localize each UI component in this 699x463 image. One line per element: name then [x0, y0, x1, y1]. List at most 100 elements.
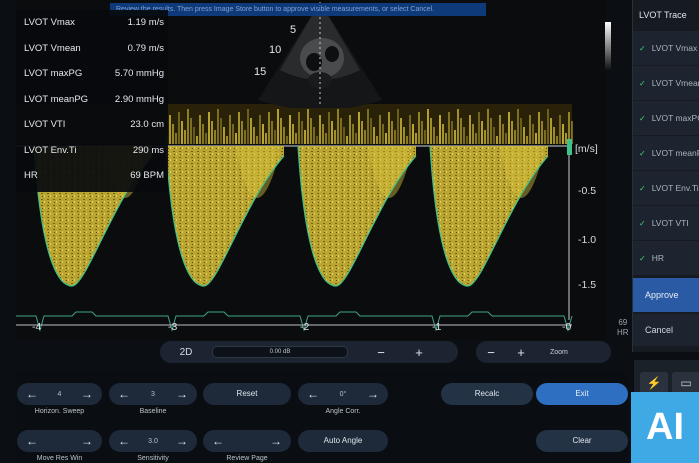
- arrow-left-icon[interactable]: ←: [118, 434, 130, 448]
- sensitivity-control: ← 3.0 →: [109, 430, 197, 452]
- measurement-value: 69 BPM: [130, 170, 164, 182]
- increase-button[interactable]: +: [415, 344, 423, 360]
- arrow-left-icon[interactable]: ←: [26, 434, 38, 448]
- spectral-noise-column: [310, 118, 312, 144]
- spectral-noise-column: [178, 112, 180, 144]
- spectral-noise-column: [520, 118, 522, 144]
- angle-corr-caption: Angle Corr.: [325, 408, 361, 415]
- arrow-right-icon[interactable]: →: [176, 387, 188, 401]
- result-item[interactable]: ✓ LVOT Env.Ti: [633, 171, 699, 205]
- auto-angle-button[interactable]: Auto Angle: [298, 430, 388, 452]
- result-item[interactable]: ✓ LVOT VTI: [633, 206, 699, 240]
- arrow-right-icon[interactable]: →: [270, 434, 282, 448]
- spectral-noise-column: [223, 127, 225, 144]
- result-item[interactable]: ✓ LVOT Vmean: [633, 66, 699, 100]
- spectral-noise-column: [334, 130, 336, 144]
- spectral-noise-column: [481, 121, 483, 144]
- measurement-label: LVOT maxPG: [24, 68, 83, 80]
- measurement-label: LVOT Env.Ti: [24, 144, 77, 156]
- spectral-noise-column: [241, 121, 243, 144]
- spectral-noise-column: [406, 136, 408, 144]
- measurement-label: LVOT Vmean: [24, 42, 81, 54]
- recalc-button[interactable]: Recalc: [441, 383, 533, 405]
- measurement-row: LVOT Vmean 0.79 m/s: [16, 36, 168, 62]
- arrow-left-icon[interactable]: ←: [118, 387, 130, 401]
- review-page-control: ← →: [203, 430, 291, 452]
- spectral-noise-column: [469, 115, 471, 144]
- panel-title: LVOT Trace: [639, 10, 687, 20]
- measurement-value: 290 ms: [132, 144, 164, 156]
- spectral-noise-column: [526, 136, 528, 144]
- sensitivity-value: 3.0: [148, 437, 158, 445]
- spectral-noise-column: [295, 133, 297, 144]
- spectral-noise-column: [541, 121, 543, 144]
- measurement-value: 23.0 cm: [130, 119, 164, 131]
- arrow-right-icon[interactable]: →: [81, 434, 93, 448]
- exit-button[interactable]: Exit: [536, 383, 628, 405]
- arrow-left-icon[interactable]: ←: [212, 434, 224, 448]
- spectral-noise-column: [427, 109, 429, 144]
- reset-button[interactable]: Reset: [203, 383, 291, 405]
- spectral-noise-column: [259, 115, 261, 144]
- spectral-noise-column: [373, 127, 375, 144]
- baseline-control: ← 3 →: [109, 383, 197, 405]
- spectral-noise-column: [430, 118, 432, 144]
- hr-label: HR: [617, 328, 629, 337]
- spectral-noise-column: [175, 133, 177, 144]
- spectral-noise-column: [274, 130, 276, 144]
- spectral-noise-column: [508, 112, 510, 144]
- lightning-icon[interactable]: ⚡: [640, 372, 668, 394]
- spectral-noise-column: [271, 121, 273, 144]
- check-icon: ✓: [639, 113, 646, 123]
- spectral-noise-column: [184, 130, 186, 144]
- result-item-label: LVOT Vmax: [651, 43, 698, 53]
- spectral-noise-column: [517, 109, 519, 144]
- arrow-right-icon[interactable]: →: [175, 434, 188, 448]
- result-item[interactable]: ✓ LVOT maxPG: [633, 101, 699, 135]
- spectral-noise-column: [547, 109, 549, 144]
- mode-label[interactable]: 2D: [179, 346, 193, 358]
- spectral-noise-column: [463, 127, 465, 144]
- spectral-noise-column: [562, 124, 564, 144]
- depth-label: 15: [254, 66, 267, 78]
- spectral-noise-column: [523, 127, 525, 144]
- arrow-left-icon[interactable]: ←: [26, 387, 38, 401]
- approve-button[interactable]: Approve: [633, 278, 699, 312]
- spectral-noise-column: [304, 130, 306, 144]
- cancel-button[interactable]: Cancel: [633, 314, 699, 346]
- baseline-marker[interactable]: [567, 139, 572, 155]
- spectral-noise-column: [301, 121, 303, 144]
- arrow-right-icon[interactable]: →: [81, 387, 93, 401]
- measurement-row: LVOT VTI 23.0 cm: [16, 112, 168, 138]
- zoom-in-button[interactable]: +: [517, 344, 525, 360]
- spectral-noise-column: [232, 124, 234, 144]
- trace-results-panel: LVOT Trace ✓ LVOT Vmax ✓ LVOT Vmean ✓ LVOT …: [632, 0, 699, 352]
- time-tick-label: -3: [168, 321, 178, 333]
- spectral-noise-column: [214, 130, 216, 144]
- echo-2d-inset: [258, 2, 382, 108]
- result-item[interactable]: ✓ LVOT Vmax: [633, 31, 699, 65]
- spectral-noise-column: [418, 112, 420, 144]
- spectral-noise-column: [550, 118, 552, 144]
- result-item[interactable]: ✓ HR: [633, 241, 699, 275]
- spectral-noise-column: [556, 136, 558, 144]
- arrow-left-icon[interactable]: ←: [307, 387, 319, 401]
- review-page-caption: Review Page: [226, 455, 268, 462]
- instruction-hint: Review the results. Then press Image Sto…: [110, 3, 486, 16]
- clear-button[interactable]: Clear: [536, 430, 628, 452]
- spectral-noise-column: [394, 130, 396, 144]
- zoom-out-button[interactable]: −: [487, 344, 495, 360]
- gain-slider[interactable]: 0.00 dB: [212, 346, 348, 358]
- decrease-button[interactable]: −: [377, 344, 385, 360]
- check-icon: ✓: [639, 253, 646, 263]
- arrow-right-icon[interactable]: →: [366, 387, 379, 401]
- spectral-noise-column: [358, 112, 360, 144]
- depth-label: 5: [290, 24, 297, 36]
- measurement-value: 0.79 m/s: [127, 42, 164, 54]
- horizon-sweep-caption: Horizon. Sweep: [34, 408, 85, 415]
- measurement-row: LVOT Env.Ti 290 ms: [16, 138, 168, 164]
- result-item[interactable]: ✓ LVOT meanPG: [633, 136, 699, 170]
- tool-icon[interactable]: ▭: [672, 372, 699, 394]
- measurement-results-table: LVOT Vmax 1.19 m/s LVOT Vmean 0.79 m/s LVO…: [16, 10, 168, 192]
- measurement-row: HR 69 BPM: [16, 163, 168, 189]
